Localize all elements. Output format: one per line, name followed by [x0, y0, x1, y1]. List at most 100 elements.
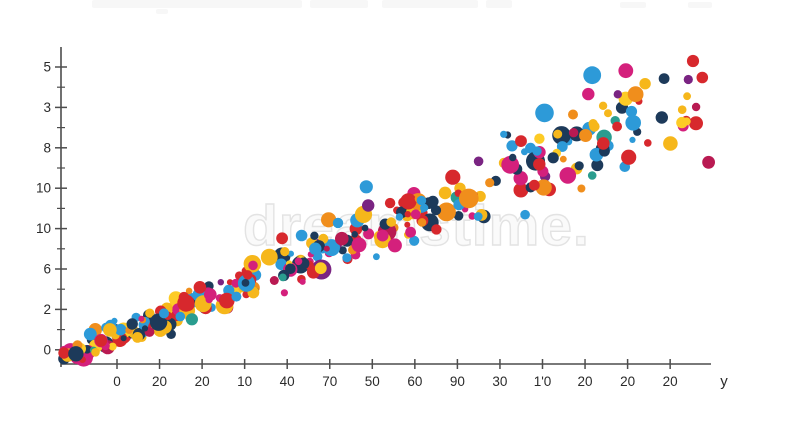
watermark-top-bar — [688, 2, 712, 8]
scatter-dot — [91, 348, 100, 357]
scatter-dot — [437, 202, 456, 222]
y-tick-label: 3 — [43, 100, 51, 115]
scatter-dot — [613, 90, 622, 99]
scatter-dot — [416, 195, 427, 206]
scatter-dot — [574, 161, 584, 171]
scatter-dot — [83, 327, 97, 341]
scatter-dot — [231, 278, 241, 288]
watermark-top-bar — [382, 0, 478, 8]
scatter-dot — [625, 115, 641, 131]
watermark-top-bar — [486, 0, 512, 8]
scatter-dot — [686, 54, 700, 68]
scatter-dot — [683, 74, 693, 85]
scatter-dot — [506, 140, 518, 152]
x-tick-label: 20 — [620, 374, 635, 389]
scatter-dot — [384, 197, 396, 209]
scatter-dot — [625, 105, 638, 118]
scatter-dot — [310, 231, 319, 240]
scatter-dot — [513, 182, 529, 198]
scatter-dot — [618, 63, 634, 79]
scatter-dot — [598, 101, 608, 111]
scatter-dot — [612, 121, 622, 132]
scatter-dot — [553, 129, 563, 139]
scatter-dot — [459, 188, 479, 209]
scatter-dot — [351, 237, 367, 253]
scatter-dot — [644, 139, 652, 147]
scatter-dot — [655, 111, 668, 124]
scatter-dot — [321, 212, 337, 228]
scatter-dot — [591, 159, 604, 172]
scatter-dot — [395, 213, 404, 221]
scatter-dot — [582, 87, 595, 101]
scatter-dot — [683, 92, 691, 101]
scatter-dot — [295, 229, 308, 242]
scatter-dot — [248, 260, 258, 271]
x-tick-label: 30 — [492, 374, 507, 389]
y-tick-label: 5 — [43, 60, 51, 75]
x-axis-end-label: y — [720, 373, 728, 390]
scatter-dot — [361, 224, 369, 232]
scatter-dot — [696, 71, 709, 84]
scatter-dot — [535, 179, 552, 196]
scatter-dot — [323, 245, 330, 252]
watermark-top-bar — [310, 0, 368, 8]
scatter-dot — [658, 73, 670, 84]
scatter-dot — [404, 211, 411, 218]
scatter-dot — [410, 209, 421, 220]
scatter-dot — [276, 232, 288, 245]
scatter-dot — [509, 153, 517, 162]
scatter-dot — [359, 180, 373, 194]
scatter-dot — [629, 136, 636, 143]
scatter-dot — [597, 137, 610, 150]
scatter-dot — [453, 211, 464, 221]
scatter-dot — [534, 133, 545, 144]
scatter-dot — [280, 289, 288, 297]
scatter-dot — [114, 323, 127, 336]
scatter-dot — [438, 186, 452, 200]
x-tick-label: 50 — [365, 374, 380, 389]
scatter-dot — [294, 257, 303, 266]
scatter-dot — [219, 292, 235, 309]
scatter-dot — [278, 273, 287, 282]
scatter-dot — [417, 218, 427, 227]
y-tick-label: 8 — [43, 140, 51, 155]
scatter-dot — [217, 279, 224, 286]
x-tick-label: 1'0 — [534, 374, 552, 389]
scatter-dot — [473, 212, 483, 221]
scatter-dot — [242, 270, 253, 280]
scatter-dot — [145, 308, 155, 318]
scatter-dot — [559, 155, 567, 163]
scatter-dot — [556, 141, 568, 152]
scatter-dot — [528, 179, 540, 191]
scatter-dot — [103, 323, 117, 337]
scatter-dot — [521, 148, 528, 156]
scatter-dot — [231, 291, 242, 302]
scatter-dot — [285, 263, 296, 275]
scatter-dot — [400, 193, 417, 210]
scatter-dot — [323, 239, 340, 257]
scatter-dot — [420, 203, 429, 212]
scatter-dot — [185, 313, 198, 326]
scatter-dot — [579, 129, 593, 142]
scatter-dot — [427, 195, 439, 208]
scatter-dot — [535, 103, 554, 123]
scatter-dot — [409, 235, 420, 246]
scatter-dot — [604, 109, 612, 118]
y-tick-label: 0 — [43, 342, 51, 357]
scatter-dot — [175, 311, 186, 322]
scatter-dot — [515, 135, 527, 148]
scatter-dot — [431, 224, 442, 235]
scatter-dot — [430, 205, 442, 216]
watermark-top-bar — [92, 0, 302, 8]
scatter-dot — [387, 238, 402, 253]
scatter-dot — [473, 156, 484, 167]
scatter-dot — [533, 158, 546, 171]
x-tick-label: 10 — [237, 374, 252, 389]
scatter-dot — [95, 334, 108, 347]
scatter-dot — [485, 178, 495, 188]
scatter-dot — [185, 287, 193, 295]
scatter-dot — [241, 279, 250, 287]
scatter-dot — [568, 109, 578, 120]
